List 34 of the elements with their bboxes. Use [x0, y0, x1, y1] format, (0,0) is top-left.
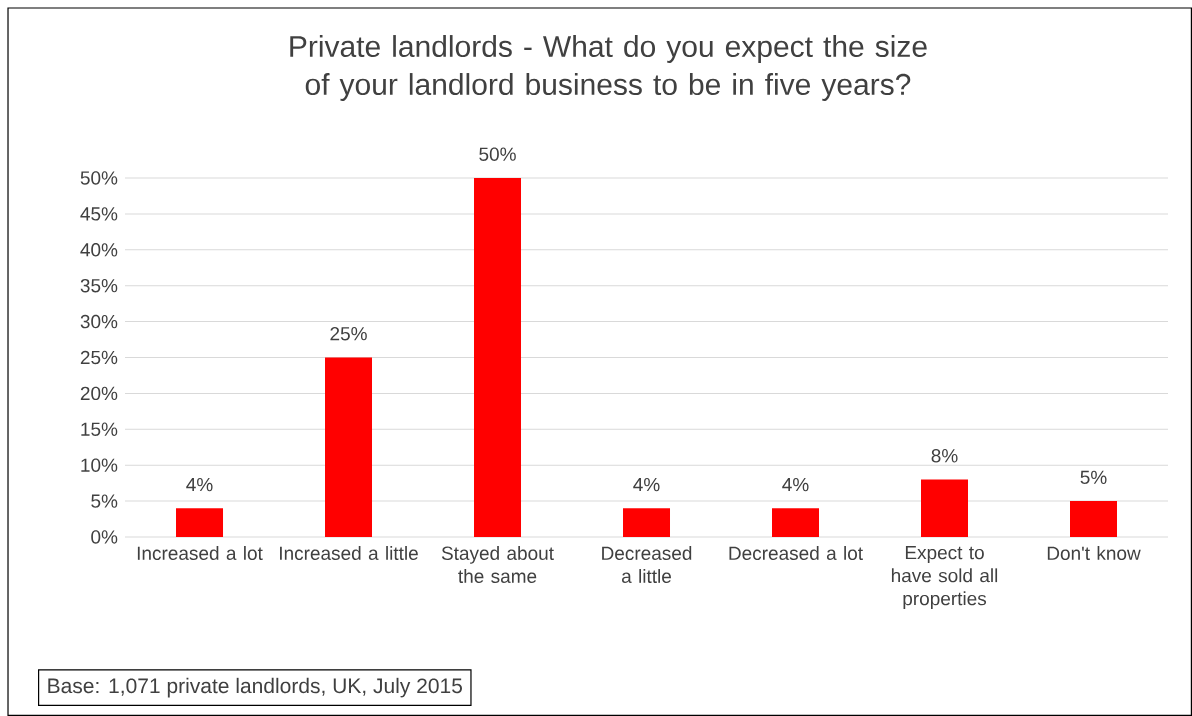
text: Base: 1,071 private landlords, UK, July 2015 — [48, 677, 462, 698]
bar — [772, 508, 820, 537]
bar — [1070, 501, 1117, 537]
x-tick-label: Expect to have sold all properties — [891, 546, 998, 610]
bar — [623, 508, 671, 537]
y-tick-label: 30% — [80, 314, 118, 329]
bar — [325, 357, 373, 537]
x-tick-label: Decreased a little — [602, 546, 692, 584]
y-tick-label: 25% — [80, 350, 118, 365]
data-label: 4% — [782, 477, 809, 492]
bar — [921, 479, 968, 537]
y-tick-label: 15% — [81, 422, 118, 436]
y-tick-label: 10% — [81, 458, 118, 472]
x-tick-label: Increased a little — [280, 546, 418, 561]
x-tick-label: Increased a lot — [137, 546, 263, 561]
data-label: 4% — [633, 477, 660, 492]
y-tick-label: 5% — [91, 494, 118, 508]
y-tick-label: 0% — [91, 530, 118, 544]
data-label: 25% — [330, 326, 367, 341]
data-label: 50% — [479, 147, 516, 161]
bar — [474, 177, 522, 537]
x-tick-label: Stayed about the same — [441, 546, 554, 584]
x-tick-label: Don't know — [1047, 546, 1141, 561]
data-label: 8% — [931, 449, 958, 463]
y-tick-label: 35% — [80, 278, 118, 293]
data-label: 5% — [1080, 470, 1107, 485]
data-label: 4% — [186, 477, 213, 492]
chart-title: Private landlords - What do you expect the size of your landlord business to be in five years? — [290, 35, 927, 101]
y-tick-label: 50% — [80, 171, 118, 185]
x-tick-label: Decreased a lot — [729, 546, 863, 561]
y-tick-label: 45% — [80, 207, 118, 221]
y-tick-label: 40% — [80, 243, 118, 257]
y-tick-label: 20% — [80, 386, 118, 401]
bar — [176, 508, 224, 537]
